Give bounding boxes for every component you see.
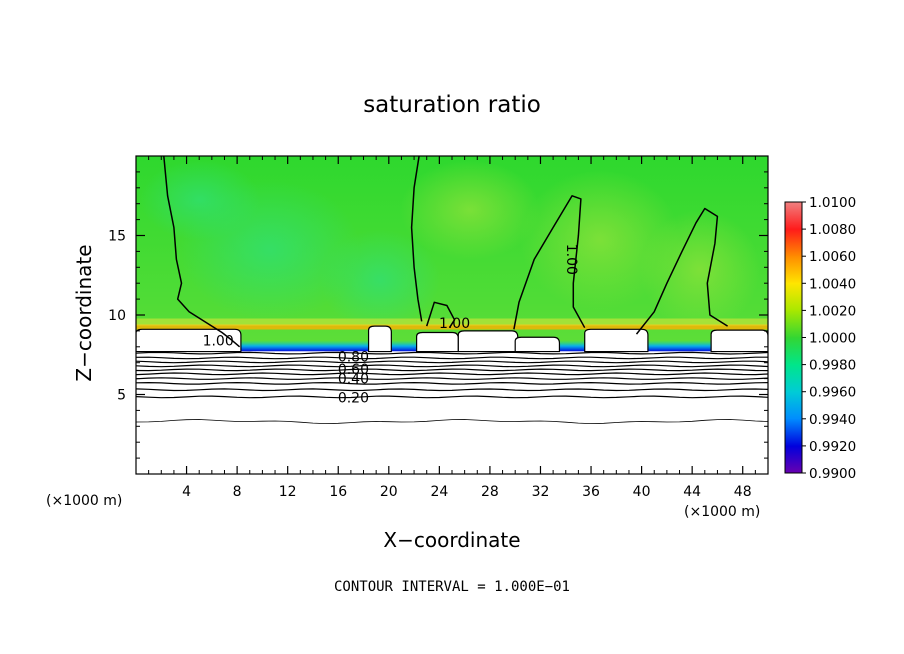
cloud-top-patch — [584, 328, 649, 353]
stable-layer-contour — [136, 360, 768, 364]
cloud-top-patch — [367, 325, 392, 353]
saturation-contour — [410, 156, 423, 322]
colorbar-segment — [785, 418, 802, 447]
contour-label: 0.40 — [338, 372, 369, 388]
x-tick-label: 28 — [481, 484, 499, 500]
cloud-top-patch — [710, 329, 768, 353]
field-variation — [400, 160, 540, 260]
x-tick-label: 36 — [582, 484, 600, 500]
saturation-contour — [513, 195, 586, 330]
x-tick-label: 40 — [633, 484, 651, 500]
stable-layer-contour — [136, 356, 768, 360]
contour-label: 0.60 — [338, 362, 369, 378]
cloud-top-patch — [514, 336, 561, 353]
x-tick-label: 32 — [532, 484, 550, 500]
contour-label: 1.00 — [203, 333, 234, 349]
stable-layer-contour — [136, 368, 768, 372]
x-tick-label: 20 — [380, 484, 398, 500]
colorbar-segment — [785, 256, 802, 284]
field-variation — [320, 230, 440, 330]
colorbar-segment — [785, 364, 802, 393]
colorbar-label: 0.9980 — [809, 358, 856, 374]
colorbar-segment — [785, 229, 802, 257]
colorbar-label: 0.9900 — [809, 466, 856, 482]
stable-layer-contour — [136, 388, 768, 392]
x-tick-label: 12 — [279, 484, 297, 500]
colorbar-segment — [785, 391, 802, 420]
cloud-top-patch — [416, 331, 459, 353]
x-tick-label: 4 — [182, 484, 191, 500]
x-axis-label: X−coordinate — [383, 528, 520, 552]
colorbar-label: 1.0080 — [809, 222, 856, 238]
x-tick-label: 8 — [233, 484, 242, 500]
x-tick-label: 48 — [734, 484, 752, 500]
field-variation — [140, 160, 260, 240]
stable-layer-contour — [136, 395, 768, 399]
stable-layer-contour — [136, 372, 768, 376]
y-tick-label: 5 — [117, 388, 126, 404]
stable-layer-contour — [136, 381, 768, 385]
stable-layer-contour — [136, 351, 768, 355]
x-tick-label: 24 — [430, 484, 448, 500]
contour-label: 1.00 — [563, 244, 579, 275]
y-tick-label: 10 — [108, 308, 126, 324]
colorbar-label: 0.9920 — [809, 439, 856, 455]
cloud-top-patch — [457, 330, 519, 353]
colorbar-label: 1.0060 — [809, 249, 856, 265]
stable-layer-contour — [136, 419, 768, 425]
saturation-contour — [425, 301, 456, 329]
contour-label: 1.00 — [439, 316, 470, 332]
stable-layer-contour — [136, 377, 768, 380]
x-axis: 4 8 12 16 20 24 28 32 36 40 44 48 — [148, 156, 756, 500]
contour-label: 0.20 — [338, 391, 369, 407]
colorbar-label: 1.0100 — [809, 195, 856, 211]
contour-interval-note: CONTOUR INTERVAL = 1.000E−01 — [334, 579, 570, 595]
x-tick-label: 44 — [683, 484, 701, 500]
chart-title: saturation ratio — [363, 92, 541, 118]
y-axis: 5 10 15 — [108, 171, 768, 459]
x-unit-right: (×1000 m) — [684, 504, 760, 520]
supersaturation-strip — [136, 318, 768, 326]
colorbar-label: 1.0000 — [809, 331, 856, 347]
saturation-contour — [635, 207, 728, 335]
colorbar-label: 0.9960 — [809, 385, 856, 401]
plot-area: 1.00 1.00 1.00 0.800.600.40 0.20 — [136, 156, 768, 474]
colorbar-segment — [785, 337, 802, 366]
y-tick-label: 15 — [108, 229, 126, 245]
colorbar-label: 0.9940 — [809, 412, 856, 428]
colorbar-segment — [785, 445, 802, 474]
x-unit-left: (×1000 m) — [46, 493, 122, 509]
y-axis-label: Z−coordinate — [72, 244, 96, 381]
contour-label: 0.80 — [338, 349, 369, 365]
colorbar-label: 1.0020 — [809, 303, 856, 319]
colorbar-segment — [785, 283, 802, 311]
x-tick-label: 16 — [329, 484, 347, 500]
colorbar-label: 1.0040 — [809, 276, 856, 292]
stable-layer-contour — [136, 364, 768, 368]
colorbar-segment — [785, 310, 802, 338]
field-variation — [520, 170, 680, 310]
supersaturation-strip — [136, 324, 768, 330]
field-variation — [640, 210, 760, 330]
colorbar: 1.0100 1.0080 1.0060 1.0040 1.0020 1.0000 0.99… — [784, 195, 856, 482]
below-range-region — [136, 351, 768, 474]
saturation-contour — [163, 156, 241, 348]
colorbar-segment — [785, 202, 802, 230]
